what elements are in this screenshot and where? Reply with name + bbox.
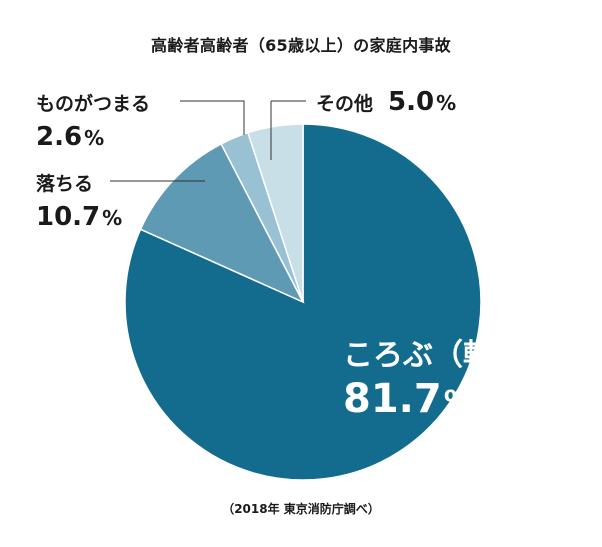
pie-slice — [139, 142, 305, 304]
slice-label: ものがつまる — [36, 92, 150, 115]
chart-title: 高齢者高齢者（65歳以上）の家庭内事故 — [151, 36, 451, 55]
slice-label: 落ちる — [36, 172, 93, 195]
pie-slice — [247, 123, 304, 303]
slice-value-label: 2.6% — [36, 122, 104, 152]
slice-value-label: 81.7% — [343, 376, 474, 422]
leader-line — [180, 100, 245, 135]
slice-value-label: 5.0% — [388, 87, 456, 117]
chart-source-note: （2018年 東京消防庁調べ） — [222, 502, 380, 516]
slice-label: その他 — [316, 92, 373, 115]
slice-label: ころぶ（転倒） — [343, 338, 553, 373]
slice-value-label: 10.7% — [36, 202, 122, 232]
